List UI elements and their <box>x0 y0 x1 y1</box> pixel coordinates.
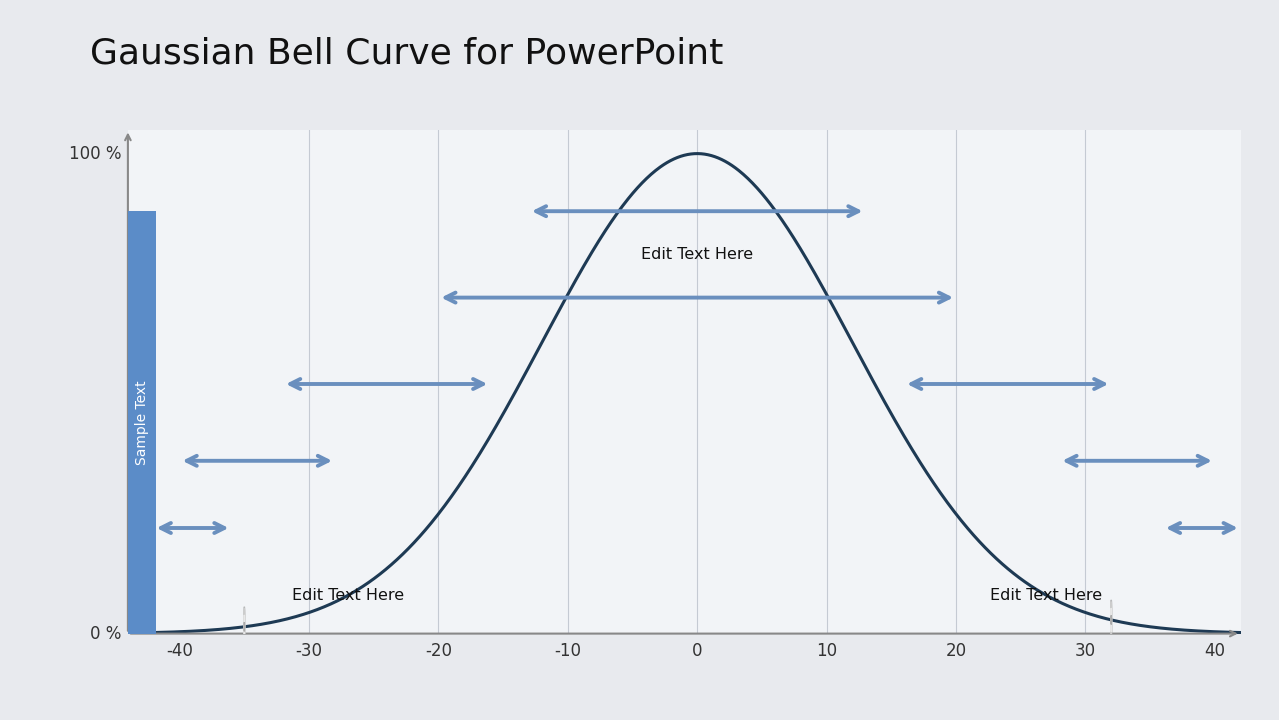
Text: Gaussian Bell Curve for PowerPoint: Gaussian Bell Curve for PowerPoint <box>90 36 723 70</box>
Text: 0 %: 0 % <box>90 624 122 642</box>
Text: 100 %: 100 % <box>69 145 122 163</box>
Text: Sample Text: Sample Text <box>136 380 150 464</box>
Text: Edit Text Here: Edit Text Here <box>641 247 753 262</box>
Bar <box>128 211 156 634</box>
Text: Edit Text Here: Edit Text Here <box>292 588 404 603</box>
Text: Edit Text Here: Edit Text Here <box>990 588 1102 603</box>
